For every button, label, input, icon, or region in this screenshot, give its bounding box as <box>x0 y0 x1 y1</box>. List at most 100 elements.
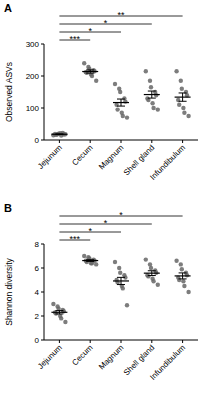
point <box>151 279 155 283</box>
error-bar <box>86 260 94 262</box>
point <box>185 273 189 277</box>
point <box>182 111 186 115</box>
point <box>186 114 190 118</box>
x-tick-label: Infundibulum <box>148 343 187 382</box>
x-tick-label: Jejunum <box>36 143 64 171</box>
x-tick-label: Cecum <box>70 143 95 168</box>
y-axis <box>44 44 45 140</box>
point <box>182 284 186 288</box>
y-tick-label: 8 <box>35 240 40 249</box>
significance-label: * <box>104 18 108 28</box>
x-tick <box>182 340 183 343</box>
x-tick-label: Infundibulum <box>148 143 187 182</box>
point <box>117 266 121 270</box>
significance-label: ** <box>117 10 125 20</box>
x-tick <box>151 340 152 343</box>
point <box>181 106 185 110</box>
error-bar <box>179 273 187 279</box>
error-bar <box>86 70 94 73</box>
point <box>156 283 160 287</box>
error-cap <box>55 313 63 314</box>
error-cap <box>117 106 125 107</box>
point <box>174 259 178 263</box>
y-tick <box>41 244 44 245</box>
x-tick <box>121 140 122 143</box>
error-cap <box>86 73 94 74</box>
error-cap <box>117 277 125 278</box>
y-tick-label: 300 <box>26 40 40 49</box>
error-cap <box>117 284 125 285</box>
error-cap <box>148 91 156 92</box>
x-tick <box>90 140 91 143</box>
point <box>154 93 158 97</box>
point <box>177 103 181 107</box>
mean-line <box>51 134 67 135</box>
error-cap <box>179 272 187 273</box>
error-bar <box>117 99 125 106</box>
point <box>113 82 117 86</box>
point <box>181 279 185 283</box>
error-stem <box>59 311 60 314</box>
point <box>146 274 150 278</box>
point <box>186 290 190 294</box>
point <box>115 107 119 111</box>
point <box>94 79 98 83</box>
y-tick <box>41 292 44 293</box>
error-cap <box>148 275 156 276</box>
error-cap <box>55 310 63 311</box>
x-tick <box>90 340 91 343</box>
point <box>151 106 155 110</box>
plot-data <box>51 254 191 324</box>
panel-label: A <box>4 2 12 14</box>
x-tick-label: Jejunum <box>36 343 64 371</box>
panel: B02468Shannon diversityJejunumCecumMagnu… <box>4 202 198 382</box>
y-tick-label: 100 <box>26 104 40 113</box>
x-tick <box>59 140 60 143</box>
error-stem <box>121 99 122 106</box>
error-bar <box>55 311 63 314</box>
significance-label: *** <box>70 34 81 44</box>
plot-data <box>51 61 191 138</box>
error-bar <box>148 91 156 98</box>
point <box>174 69 178 73</box>
point <box>125 115 129 119</box>
point <box>118 271 122 275</box>
panel-label: B <box>4 202 12 214</box>
x-tick <box>59 340 60 343</box>
error-bar <box>179 93 187 101</box>
point <box>121 286 125 290</box>
y-tick <box>41 44 44 45</box>
error-bar <box>117 277 125 284</box>
point <box>118 90 122 94</box>
significance-label: * <box>104 218 108 228</box>
error-cap <box>55 133 63 134</box>
point <box>156 107 160 111</box>
x-tick-label: Magnum <box>97 143 126 172</box>
point <box>87 67 91 71</box>
error-stem <box>151 271 152 276</box>
point <box>125 303 129 307</box>
point <box>180 267 184 271</box>
point <box>180 87 184 91</box>
figure: A0100200300Observed ASVsJejunumCecumMagn… <box>0 0 204 400</box>
y-tick <box>41 76 44 77</box>
y-tick <box>41 340 44 341</box>
point <box>179 79 183 83</box>
point <box>82 61 86 65</box>
error-stem <box>182 93 183 101</box>
error-cap <box>86 261 94 262</box>
y-axis-label: Observed ASVs <box>4 62 14 122</box>
error-stem <box>121 277 122 284</box>
point <box>149 266 153 270</box>
error-stem <box>151 91 152 98</box>
x-tick-label: Magnum <box>97 343 126 372</box>
y-tick-label: 2 <box>35 312 40 321</box>
point <box>63 320 67 324</box>
significance-label: * <box>88 226 92 236</box>
error-cap <box>117 99 125 100</box>
significance-label: *** <box>70 234 81 244</box>
x-tick-label: Cecum <box>70 343 95 368</box>
error-cap <box>86 69 94 70</box>
point <box>179 262 183 266</box>
y-tick <box>41 108 44 109</box>
